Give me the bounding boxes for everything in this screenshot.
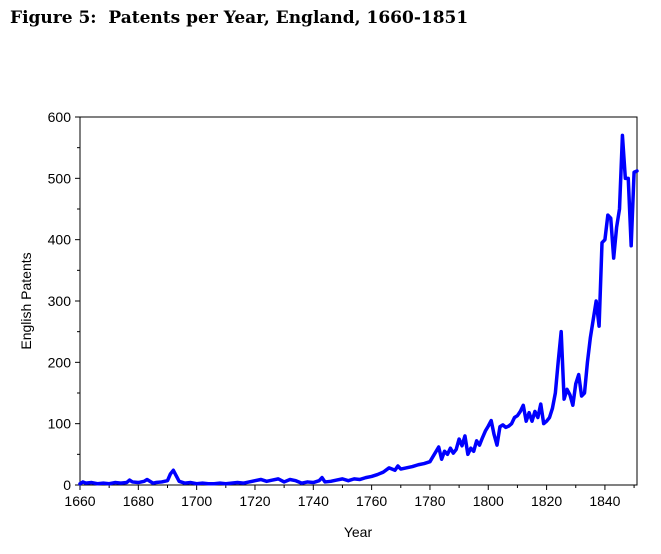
series-line bbox=[78, 133, 639, 486]
x-tick-label: 1760 bbox=[356, 493, 387, 509]
x-tick-label: 1780 bbox=[414, 493, 445, 509]
y-tick-label: 200 bbox=[48, 354, 72, 370]
y-tick-label: 0 bbox=[63, 477, 71, 493]
y-tick-label: 500 bbox=[48, 170, 72, 186]
x-tick-label: 1660 bbox=[64, 493, 95, 509]
x-tick-label: 1700 bbox=[181, 493, 212, 509]
x-tick-label: 1800 bbox=[473, 493, 504, 509]
y-tick-label: 100 bbox=[48, 416, 72, 432]
plot-area-frame bbox=[79, 116, 638, 486]
figure-title: Figure 5: Patents per Year, England, 166… bbox=[10, 8, 469, 28]
x-tick-label: 1740 bbox=[298, 493, 329, 509]
y-tick-label: 400 bbox=[48, 232, 72, 248]
y-tick-label: 600 bbox=[48, 109, 72, 125]
y-axis-label: English Patents bbox=[18, 252, 34, 349]
x-tick-label: 1680 bbox=[123, 493, 154, 509]
y-tick-label: 300 bbox=[48, 293, 72, 309]
x-tick-label: 1840 bbox=[589, 493, 620, 509]
x-tick-label: 1720 bbox=[239, 493, 270, 509]
x-axis-label: Year bbox=[344, 524, 373, 540]
x-tick-label: 1820 bbox=[531, 493, 562, 509]
